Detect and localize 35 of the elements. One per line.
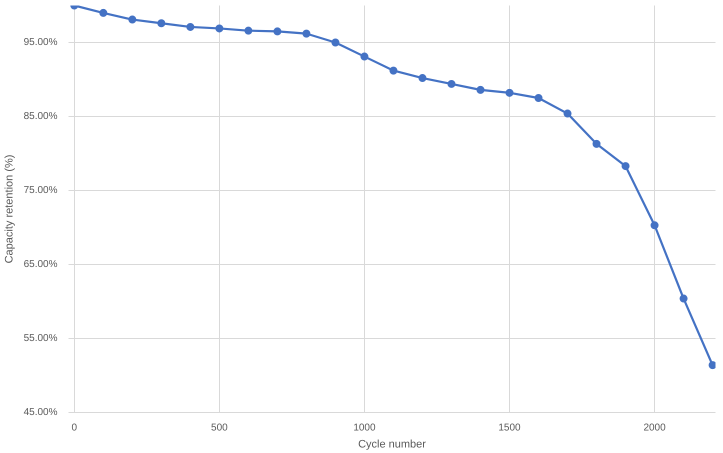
x-tick-label: 0	[72, 422, 78, 434]
point	[592, 140, 601, 148]
point	[447, 80, 456, 88]
point	[186, 22, 194, 31]
y-tick-label: 85.00%	[24, 111, 58, 122]
point	[418, 74, 426, 82]
x-tick-label: 1500	[498, 422, 522, 434]
point	[360, 52, 368, 61]
x-tick-label: 500	[211, 422, 228, 434]
point	[680, 294, 688, 303]
point	[128, 16, 136, 24]
x-axis-title: Cycle number	[358, 438, 426, 450]
x-tick-label: 2000	[643, 422, 666, 434]
point	[650, 221, 659, 230]
point	[273, 27, 282, 36]
y-tick-label: 75.00%	[24, 185, 58, 196]
y-tick-label: 45.00%	[24, 407, 58, 418]
point	[244, 26, 252, 35]
point	[708, 361, 716, 370]
y-axis-title: Capacity retention (%)	[4, 154, 16, 264]
point	[564, 110, 572, 118]
point	[215, 24, 224, 32]
point	[99, 8, 108, 17]
y-tick-label: 55.00%	[24, 333, 58, 344]
point	[157, 19, 166, 28]
x-tick-label: 1000	[353, 422, 376, 434]
y-tick-label: 65.00%	[24, 259, 58, 270]
point	[534, 94, 543, 102]
point	[302, 30, 310, 38]
point	[331, 38, 340, 46]
y-tick-label: 95.00%	[24, 37, 58, 48]
point	[389, 66, 398, 75]
point	[622, 162, 630, 170]
point	[476, 86, 484, 94]
point	[506, 88, 514, 97]
